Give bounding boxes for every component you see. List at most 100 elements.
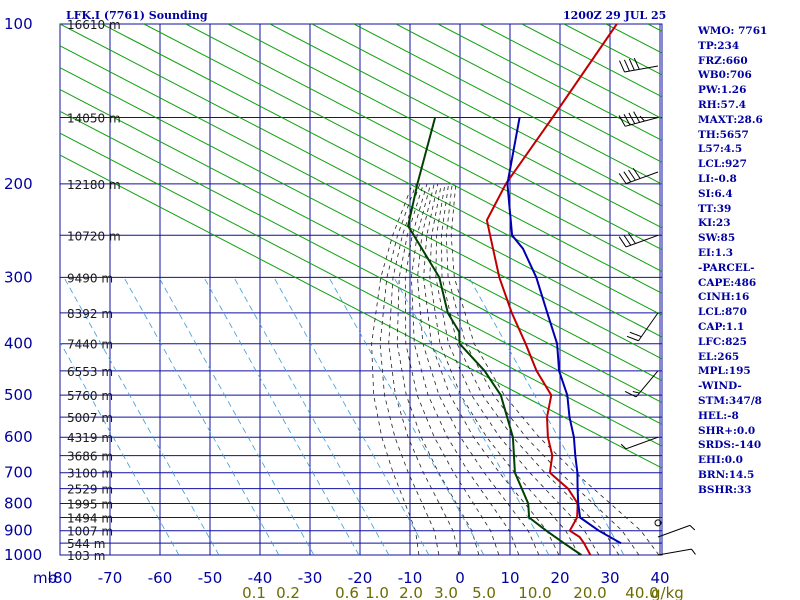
height-label: 5007 m [67,411,113,425]
mixing-ratio-line [63,277,220,556]
pressure-tick-label: 1000 [4,546,42,564]
dry-adiabat-line [60,88,662,404]
moist-adiabat-line [417,183,540,556]
sounding-indices-panel: WMO: 7761 TP:234 FRZ:660 WB0:706 PW:1.26 RH:5… [698,24,767,498]
wind-barb-feather [633,111,641,123]
wind-barb-feather [628,169,636,181]
mixing-ratio-label: 10.0 [518,584,551,600]
moist-adiabat-line [445,183,640,556]
temperature-tick-label: -20 [348,569,373,587]
height-label: 1995 m [67,498,113,512]
mixing-ratio-line [273,277,430,556]
wind-barb [618,167,659,185]
index-item: LFC:825 [698,335,747,348]
y-axis-unit-label: mb [33,569,57,587]
wind-barb-staff [625,234,659,248]
temperature-tick-label: -40 [248,569,273,587]
wind-barb-feather [632,167,641,179]
sounding-series [407,24,622,556]
wind-barb-feather [639,115,645,122]
pressure-tick-label: 900 [4,522,33,540]
mixing-ratio-label: 0.2 [276,584,300,600]
wind-barb-feather [618,173,627,184]
moist-adiabat-line [435,183,600,556]
wind-barbs [618,57,696,556]
index-item: SW:85 [698,232,736,245]
index-item: TP:234 [698,39,740,52]
height-label: 3686 m [67,450,113,464]
wind-barb-feather [623,113,631,126]
mixing-ratio-label: 20.0 [573,584,606,600]
moist-adiabat-line [440,183,620,556]
index-item: EL:265 [698,350,740,363]
wind-barb-feather [626,335,639,342]
dry-adiabat-line [60,67,662,382]
index-item: CINH:16 [698,291,750,304]
parcel-line [506,117,622,545]
index-item: RH:57.4 [698,98,747,111]
wind-barb-feather [691,548,696,555]
pressure-tick-label: 700 [4,464,33,482]
height-label: 3100 m [67,467,113,481]
index-item: PW:1.26 [698,84,747,97]
index-item: SHR+:0.0 [698,424,756,437]
wind-barb-feather [618,236,627,248]
temperature-tick-label: -10 [398,569,423,587]
index-item: WB0:706 [698,69,752,82]
mixing-ratio-unit-label: g/kg [651,584,684,600]
temperature-tick-label: -30 [298,569,323,587]
wind-barb-feather [618,115,626,127]
wind-barb-feather [620,443,627,450]
dry-adiabat-line [227,24,662,251]
index-item: MPL:195 [698,365,751,378]
pressure-tick-label: 600 [4,428,33,446]
dry-adiabat-line [437,24,662,142]
dry-adiabat-line [101,24,662,316]
height-label: 14050 m [67,112,121,126]
index-item: EI:1.3 [698,246,734,259]
index-item: STM:347/8 [698,394,762,407]
calm-wind-marker [654,519,662,527]
moist-adiabat-line [410,183,520,556]
pressure-tick-label: 300 [4,268,33,286]
moist-adiabat-line [371,183,420,556]
isobar-isotherm-grid [59,23,663,556]
dry-adiabat-line [353,24,662,185]
index-item: LCL:927 [698,158,747,171]
moist-adiabat-line [450,183,660,556]
temperature-tick-label: 40 [650,569,669,587]
mixing-ratio-line [203,277,360,556]
temperature-tick-label: -80 [48,569,73,587]
index-item: KI:23 [698,217,731,230]
dry-adiabat-line [143,24,662,294]
mixing-ratio-label: 3.0 [434,584,458,600]
height-label: 8392 m [67,307,113,321]
wind-barb-feather [628,232,636,244]
index-item: HEL:-8 [698,409,739,422]
wind-barb-staff [638,312,659,342]
dry-adiabat-line [311,24,662,207]
height-label: 6553 m [67,365,113,379]
dewpoint-line [407,117,582,556]
mixing-ratio-label: 2.0 [399,584,423,600]
wind-barb-staff [625,171,659,185]
index-item: CAPE:486 [698,276,757,289]
dry-adiabat-line [60,24,662,338]
wind-barb [620,436,659,450]
dry-adiabat-line [395,24,662,163]
height-label: 2529 m [67,483,113,497]
wind-barb-staff [624,65,659,73]
dry-adiabat-line [774,24,800,492]
temperature-tick-label: 30 [600,569,619,587]
dry-adiabat-line [60,110,662,425]
dry-adiabat-line [269,24,662,229]
height-label: 9490 m [67,271,113,285]
wind-barb [654,519,662,527]
wind-barb-staff [635,370,659,398]
pressure-tick-label: 500 [4,386,33,404]
moist-adiabat-line [423,183,560,556]
index-item: TT:39 [698,202,732,215]
wind-barb-feather [623,171,632,183]
height-label: 10720 m [67,229,121,243]
